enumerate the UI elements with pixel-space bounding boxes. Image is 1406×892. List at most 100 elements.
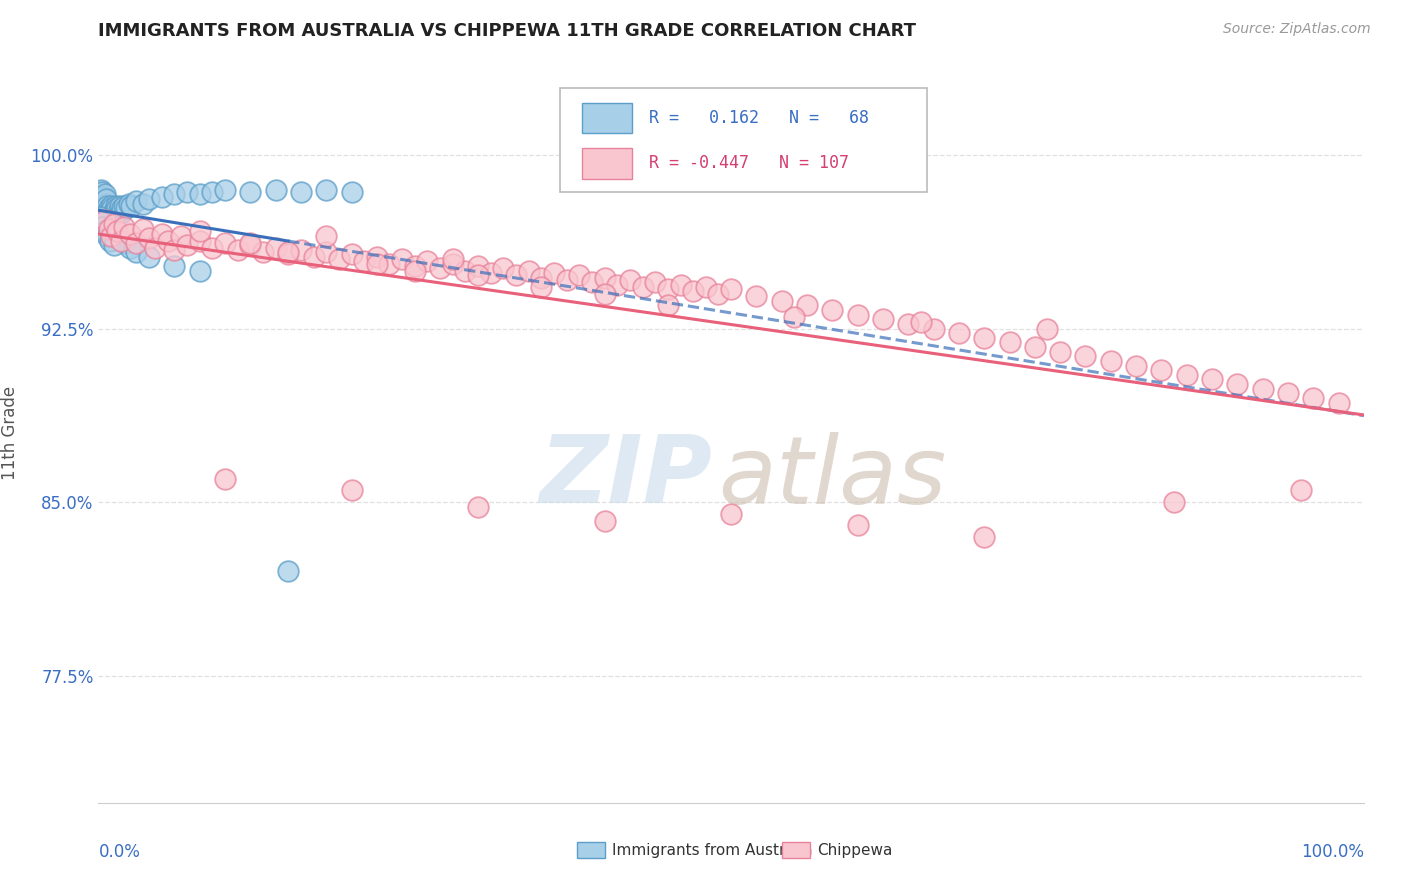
Point <box>340 185 363 199</box>
Point <box>97 208 120 222</box>
Text: R = -0.447   N = 107: R = -0.447 N = 107 <box>648 154 849 172</box>
Point <box>100 229 122 244</box>
Point <box>120 199 142 213</box>
Point <box>93 196 115 211</box>
Point <box>150 227 173 241</box>
Point <box>479 266 502 280</box>
Point <box>176 185 198 199</box>
Point <box>695 280 717 294</box>
Point <box>112 235 135 250</box>
Point <box>107 203 129 218</box>
Point <box>644 275 666 289</box>
Point <box>631 280 654 294</box>
Point <box>226 243 249 257</box>
Point <box>163 259 186 273</box>
Point <box>105 199 128 213</box>
Point <box>98 234 121 248</box>
Point <box>796 298 818 312</box>
Point <box>606 277 628 292</box>
Point <box>90 199 112 213</box>
Point <box>378 257 401 271</box>
Point <box>872 312 894 326</box>
Point <box>163 187 186 202</box>
Point <box>214 472 236 486</box>
Point <box>315 183 337 197</box>
Point <box>720 282 742 296</box>
Point <box>1163 495 1185 509</box>
Point <box>264 183 287 197</box>
Text: ZIP: ZIP <box>540 431 711 523</box>
Point <box>1175 368 1198 382</box>
Point <box>1036 321 1059 335</box>
Text: 0.0%: 0.0% <box>98 843 141 861</box>
Point <box>93 224 117 238</box>
Point <box>115 201 138 215</box>
Point <box>176 238 198 252</box>
Point <box>568 268 591 283</box>
Point <box>188 224 211 238</box>
Point <box>555 273 578 287</box>
Point <box>1074 349 1097 363</box>
Point <box>366 250 388 264</box>
Point <box>120 227 141 241</box>
Point <box>201 240 224 255</box>
Point <box>103 238 125 252</box>
Point <box>89 189 111 203</box>
Point <box>103 203 125 218</box>
Point <box>328 252 350 266</box>
Point <box>214 183 236 197</box>
Point <box>163 243 186 257</box>
Point <box>201 185 224 199</box>
Point <box>93 212 117 227</box>
Point <box>252 245 274 260</box>
Point <box>110 206 132 220</box>
Point <box>910 314 932 328</box>
Point <box>366 257 388 271</box>
Point <box>302 250 325 264</box>
Text: R =   0.162   N =   68: R = 0.162 N = 68 <box>648 109 869 127</box>
Point <box>543 266 565 280</box>
Point <box>239 238 262 252</box>
Point <box>846 308 869 322</box>
Bar <box>782 842 810 858</box>
Point <box>91 192 114 206</box>
Point <box>104 206 127 220</box>
Point <box>1289 483 1312 498</box>
Point <box>404 259 426 273</box>
Point <box>340 483 363 498</box>
Text: atlas: atlas <box>718 432 946 523</box>
Point <box>682 285 704 299</box>
Point <box>107 224 129 238</box>
Point <box>441 257 464 271</box>
Point <box>416 254 439 268</box>
Point <box>188 234 211 248</box>
Point <box>1125 359 1147 373</box>
Point <box>264 240 287 255</box>
Point <box>101 201 124 215</box>
Point <box>150 189 173 203</box>
Point <box>188 187 211 202</box>
Point <box>517 263 540 277</box>
Point <box>1150 363 1173 377</box>
Point <box>93 187 117 202</box>
Point <box>454 263 477 277</box>
Point <box>132 196 155 211</box>
Point <box>91 185 114 199</box>
FancyBboxPatch shape <box>560 88 928 192</box>
Point <box>138 231 160 245</box>
Point <box>998 335 1021 350</box>
Point <box>1099 354 1122 368</box>
Point <box>340 247 363 261</box>
Point <box>391 252 413 266</box>
Point <box>96 229 118 244</box>
Point <box>112 219 135 234</box>
Point <box>100 208 122 222</box>
Point <box>897 317 920 331</box>
Point <box>441 252 464 266</box>
Point <box>745 289 768 303</box>
Bar <box>582 148 633 178</box>
Point <box>112 199 135 213</box>
Point <box>973 530 995 544</box>
Point <box>707 286 730 301</box>
Point <box>277 245 299 260</box>
